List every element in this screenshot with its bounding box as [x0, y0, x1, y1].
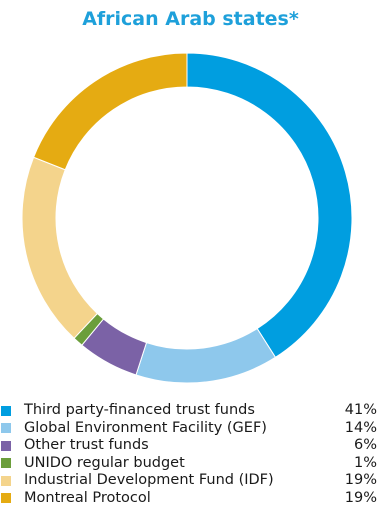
legend-value: 1% [353, 454, 377, 471]
legend-swatch [1, 440, 11, 451]
legend-label: Global Environment Facility (GEF) [24, 419, 267, 436]
legend-item-other-trust: Other trust funds 6% [0, 437, 381, 455]
legend-swatch [1, 493, 11, 504]
legend: Third party-financed trust funds 41% Globa… [0, 402, 381, 508]
slice-third-party [186, 52, 353, 359]
legend-swatch [1, 405, 11, 416]
legend-item-regular-budget: UNIDO regular budget 1% [0, 455, 381, 473]
chart-title: African Arab states* [82, 8, 299, 30]
legend-item-montreal: Montreal Protocol 19% [0, 490, 381, 508]
legend-swatch [1, 458, 11, 469]
legend-item-idf: Industrial Development Fund (IDF) 19% [0, 472, 381, 490]
slice-montreal [32, 52, 188, 171]
legend-swatch [1, 475, 11, 486]
legend-value: 41% [344, 402, 377, 418]
slice-idf [21, 156, 99, 339]
legend-value: 14% [344, 419, 377, 436]
legend-label: Other trust funds [24, 437, 149, 454]
legend-value: 19% [344, 472, 377, 489]
slice-gef [135, 327, 277, 384]
legend-label: Montreal Protocol [24, 489, 151, 506]
legend-label: Industrial Development Fund (IDF) [24, 472, 274, 489]
legend-value: 19% [344, 489, 377, 506]
legend-item-third-party: Third party-financed trust funds 41% [0, 402, 381, 420]
legend-swatch [1, 423, 11, 434]
legend-label: Third party-financed trust funds [24, 402, 255, 418]
legend-value: 6% [353, 437, 377, 454]
legend-item-gef: Global Environment Facility (GEF) 14% [0, 420, 381, 438]
legend-label: UNIDO regular budget [24, 454, 185, 471]
donut-chart [21, 52, 353, 384]
